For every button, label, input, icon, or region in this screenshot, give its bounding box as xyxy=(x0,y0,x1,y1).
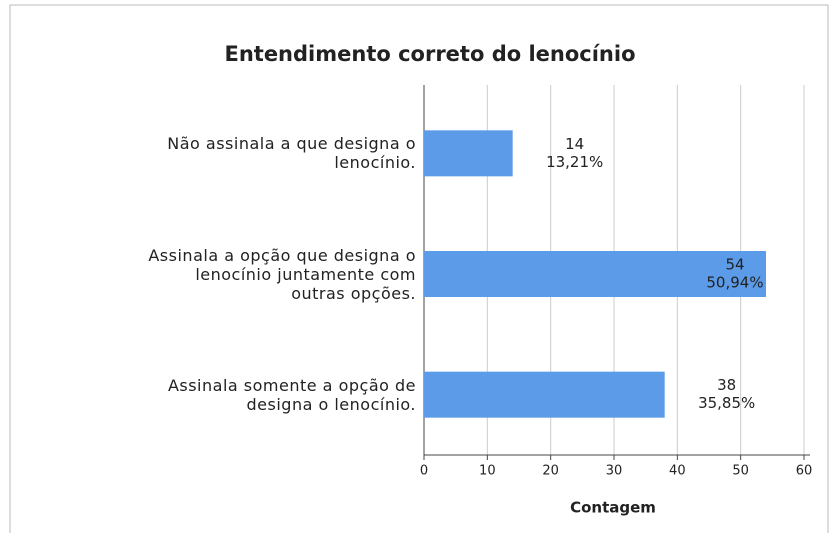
chart-title: Entendimento correto do lenocínio xyxy=(224,42,635,66)
x-tick-label: 40 xyxy=(669,464,686,479)
bar xyxy=(424,251,766,297)
x-axis-label: Contagem xyxy=(570,499,656,517)
value-label: 14 xyxy=(565,135,584,153)
y-tick-label: Não assinala a que designa o lenocínio. xyxy=(167,134,416,173)
value-label: 38 xyxy=(717,376,736,394)
bar xyxy=(424,130,513,177)
frame xyxy=(9,4,829,533)
y-tick-label: Assinala a opção que designa o lenocínio… xyxy=(148,245,416,303)
x-tick-label: 30 xyxy=(606,464,623,479)
percent-label: 13,21% xyxy=(546,153,603,171)
percent-label: 50,94% xyxy=(706,274,763,292)
x-tick-label: 50 xyxy=(732,464,749,479)
y-tick-label: Assinala somente a opção de designa o le… xyxy=(167,375,416,414)
x-tick-label: 10 xyxy=(479,464,496,479)
x-tick-label: 20 xyxy=(542,464,559,479)
value-label: 54 xyxy=(725,256,744,274)
x-tick-label: 0 xyxy=(420,464,428,479)
bar xyxy=(424,371,665,418)
percent-label: 35,85% xyxy=(698,394,755,412)
x-tick-label: 60 xyxy=(796,464,813,479)
